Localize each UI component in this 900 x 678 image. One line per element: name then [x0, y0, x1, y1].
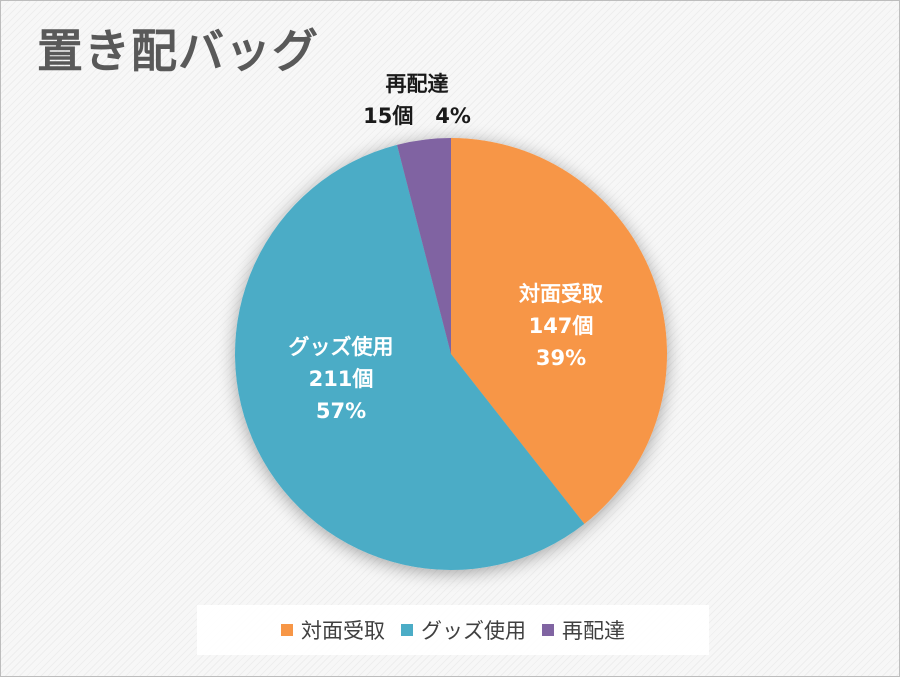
data-label-name-taimen: 対面受取 [519, 282, 603, 306]
pie-slices [235, 138, 668, 570]
legend-label-taimen: 対面受取 [301, 619, 385, 643]
pie-slice-saihaitatsu [397, 138, 451, 354]
legend-swatch-taimen [281, 624, 293, 636]
data-label-percent-taimen: 39% [536, 346, 586, 370]
data-label-count-goods: 211個 [309, 367, 374, 391]
legend-swatch-saihaitatsu [542, 624, 554, 636]
data-label-value-saihaitatsu: 15個 4% [363, 104, 471, 128]
legend-item-goods: グッズ使用 [401, 615, 526, 645]
data-label-name-saihaitatsu: 再配達 [386, 72, 449, 96]
legend-item-saihaitatsu: 再配達 [542, 615, 625, 645]
pie-slice-goods [235, 144, 585, 570]
data-label-percent-goods: 57% [316, 399, 366, 423]
data-labels: 対面受取 147個 39% グッズ使用 211個 57% 再配達 15個 4% [289, 72, 604, 423]
data-label-name-goods: グッズ使用 [289, 335, 394, 359]
chart-title: 置き配バッグ [37, 24, 319, 78]
pie-slice-taimen [451, 138, 668, 524]
legend: 対面受取 グッズ使用 再配達 [197, 605, 709, 655]
legend-swatch-goods [401, 624, 413, 636]
legend-label-saihaitatsu: 再配達 [562, 619, 625, 643]
legend-item-taimen: 対面受取 [281, 615, 385, 645]
data-label-count-taimen: 147個 [529, 314, 594, 338]
legend-label-goods: グッズ使用 [421, 619, 526, 643]
